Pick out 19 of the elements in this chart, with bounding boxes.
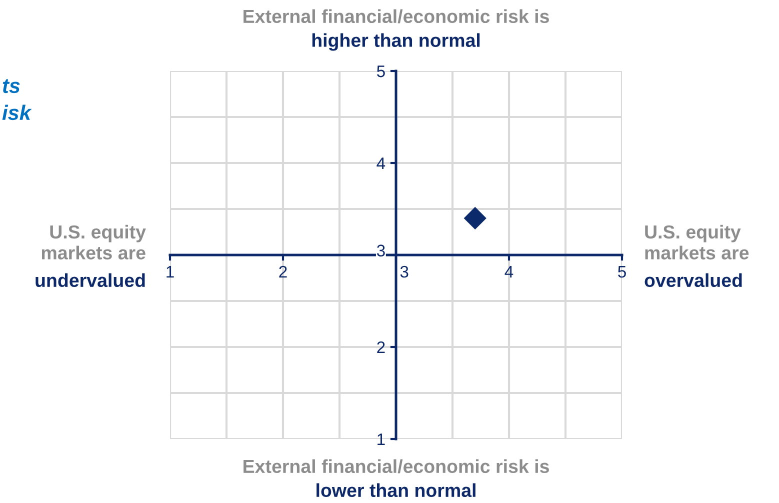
y-tick-label: 1 (378, 434, 385, 446)
x-tick-label: 3 (400, 266, 408, 278)
text: External financial/economic risk is (244, 9, 549, 24)
x-tick-label: 4 (504, 266, 514, 278)
y-tick-label: 3 (376, 244, 385, 256)
text: External financial/economic risk is (244, 459, 549, 474)
y-tick-label: 4 (376, 158, 386, 170)
text: ts isk (2, 79, 32, 120)
text: higher than normal (312, 33, 480, 51)
y-tick-label: 2 (377, 341, 385, 354)
text: undervalued (36, 273, 145, 288)
text: lower than normal (316, 483, 476, 498)
y-tick-label: 5 (376, 66, 385, 78)
text: U.S. equity markets are (645, 224, 749, 260)
x-tick-label: 1 (166, 266, 174, 278)
x-tick-label: 2 (279, 266, 287, 278)
x-tick-label: 5 (618, 266, 626, 278)
text: overvalued (644, 273, 742, 288)
text: U.S. equity markets are (42, 224, 146, 260)
